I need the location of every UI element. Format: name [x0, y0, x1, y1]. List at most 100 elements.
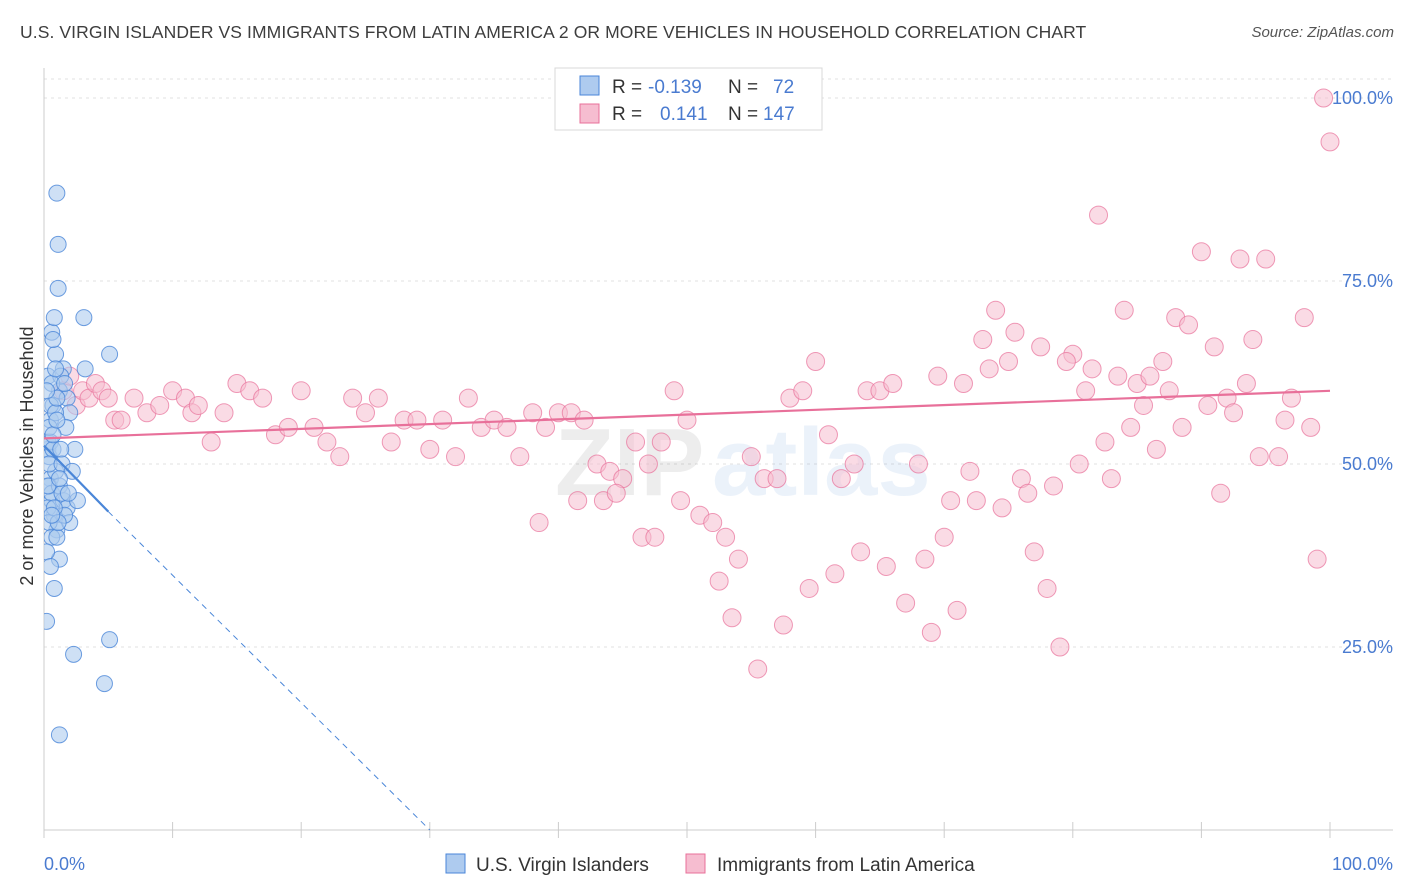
point-latin-america-111 [709, 571, 729, 591]
point-latin-america-53 [664, 381, 684, 401]
point-latin-america-121 [966, 491, 986, 511]
point-latin-america-124 [1044, 476, 1064, 496]
point-latin-america-103 [1307, 549, 1327, 569]
point-virgin-islanders-62 [44, 557, 59, 575]
trend-line-virgin-islanders-extrapolated [107, 511, 431, 831]
point-virgin-islanders-50 [44, 543, 56, 561]
point-latin-america-74 [934, 527, 954, 547]
point-latin-america-101 [1281, 388, 1301, 408]
point-latin-america-116 [825, 564, 845, 584]
point-latin-america-138 [1211, 483, 1231, 503]
point-latin-america-75 [947, 600, 967, 620]
point-latin-america-52 [651, 432, 671, 452]
point-latin-america-129 [1172, 417, 1192, 437]
point-latin-america-64 [806, 352, 826, 372]
point-latin-america-50 [626, 432, 646, 452]
point-latin-america-35 [433, 410, 453, 430]
point-latin-america-148 [928, 366, 948, 386]
axes [43, 68, 1393, 838]
point-latin-america-93 [1179, 315, 1199, 335]
trend-lines [43, 389, 1331, 831]
point-latin-america-139 [1159, 381, 1179, 401]
legend-r-label-2: R = [612, 104, 642, 125]
point-latin-america-118 [876, 556, 896, 576]
point-latin-america-79 [999, 352, 1018, 372]
trend-line-virgin-islanders [43, 444, 110, 513]
legend-r-value-1: -0.139 [648, 77, 702, 98]
series-legend: U.S. Virgin Islanders Immigrants from La… [445, 853, 975, 876]
point-virgin-islanders-65 [44, 426, 62, 444]
point-virgin-islanders-41 [95, 675, 113, 693]
point-latin-america-142 [1082, 359, 1102, 379]
point-latin-america-30 [368, 388, 388, 408]
grid-lines [44, 78, 1393, 648]
point-latin-america-28 [343, 388, 363, 408]
point-latin-america-102 [1294, 308, 1314, 328]
point-virgin-islanders-67 [56, 374, 74, 392]
point-latin-america-40 [497, 417, 517, 437]
point-latin-america-67 [844, 454, 864, 474]
point-latin-america-140 [1134, 395, 1154, 415]
point-latin-america-130 [1198, 395, 1218, 415]
point-latin-america-119 [915, 549, 935, 569]
point-latin-america-31 [381, 432, 401, 452]
point-latin-america-105 [568, 491, 588, 511]
point-latin-america-26 [317, 432, 337, 452]
point-latin-america-43 [536, 417, 556, 437]
point-latin-america-71 [896, 593, 916, 613]
point-latin-america-136 [1314, 88, 1334, 108]
point-latin-america-109 [645, 527, 665, 547]
point-latin-america-86 [1089, 205, 1109, 225]
point-latin-america-135 [1320, 132, 1340, 152]
bottom-legend-series2: Immigrants from Latin America [717, 855, 975, 876]
point-latin-america-99 [1256, 249, 1276, 269]
point-latin-america-63 [793, 381, 813, 401]
y-tick-label-2: 50.0% [1342, 454, 1393, 474]
point-latin-america-37 [458, 388, 478, 408]
point-latin-america-126 [1095, 432, 1115, 452]
bottom-legend-series1: U.S. Virgin Islanders [476, 855, 649, 876]
point-latin-america-72 [908, 454, 928, 474]
legend-n-label-2: N = [728, 104, 758, 125]
point-latin-america-125 [1069, 454, 1089, 474]
point-latin-america-143 [1056, 352, 1076, 372]
point-latin-america-91 [1153, 352, 1173, 372]
point-latin-america-17 [201, 432, 221, 452]
point-latin-america-33 [407, 410, 427, 430]
point-virgin-islanders-68 [44, 382, 56, 400]
x-tick-label-left: 0.0% [44, 854, 85, 874]
point-latin-america-16 [188, 395, 208, 415]
point-virgin-islanders-13 [45, 309, 63, 327]
point-latin-america-110 [671, 491, 691, 511]
point-latin-america-65 [818, 425, 838, 445]
point-latin-america-122 [992, 498, 1012, 518]
legend-r-label-1: R = [612, 77, 642, 98]
point-latin-america-114 [773, 615, 793, 635]
point-latin-america-56 [703, 513, 723, 533]
correlation-legend: R = -0.139 N = 72 R = 0.141 N = 147 [554, 67, 823, 131]
bottom-legend-swatch-blue [445, 853, 466, 874]
point-latin-america-82 [1037, 578, 1057, 598]
point-latin-america-115 [799, 578, 819, 598]
y-tick-label-0: 100.0% [1332, 88, 1393, 108]
point-latin-america-34 [420, 439, 440, 459]
point-latin-america-145 [1005, 322, 1025, 342]
y-tick-label-1: 75.0% [1342, 271, 1393, 291]
point-latin-america-107 [606, 483, 626, 503]
legend-r-value-2: 0.141 [660, 104, 708, 125]
point-virgin-islanders-71 [44, 506, 61, 524]
point-virgin-islanders-19 [101, 345, 119, 363]
point-latin-america-9 [111, 410, 131, 430]
point-latin-america-98 [1243, 330, 1263, 350]
point-latin-america-42 [523, 403, 543, 423]
point-latin-america-147 [953, 373, 973, 393]
point-latin-america-141 [1108, 366, 1128, 386]
point-latin-america-21 [253, 388, 273, 408]
point-latin-america-128 [1146, 439, 1166, 459]
point-latin-america-90 [1140, 366, 1160, 386]
point-virgin-islanders-70 [50, 470, 68, 488]
point-latin-america-134 [1301, 417, 1321, 437]
point-latin-america-10 [124, 388, 144, 408]
point-latin-america-7 [98, 388, 118, 408]
point-latin-america-36 [446, 447, 466, 467]
